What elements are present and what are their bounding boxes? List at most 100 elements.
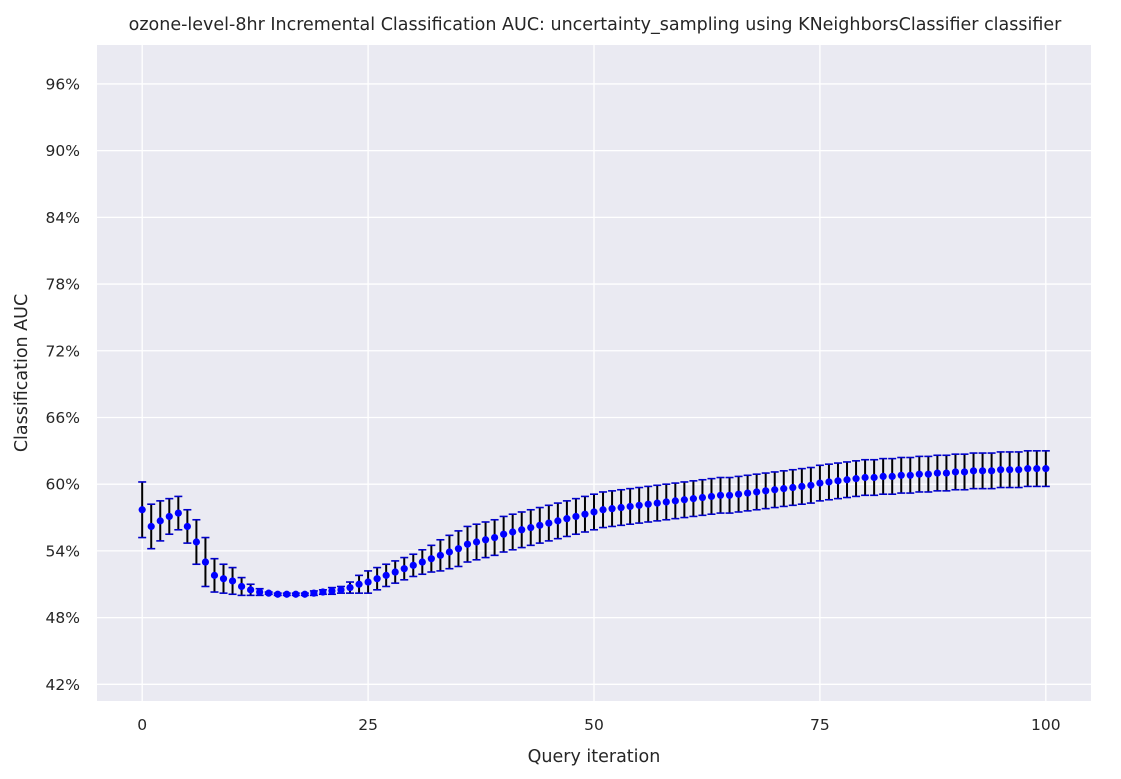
data-point	[210, 571, 219, 579]
y-tick-label: 90%	[46, 142, 80, 160]
data-point	[219, 575, 228, 583]
data-point	[653, 499, 661, 507]
data-point	[138, 506, 146, 514]
data-point	[698, 493, 707, 502]
data-point	[951, 468, 960, 476]
data-point	[192, 538, 200, 546]
y-tick-label: 78%	[46, 276, 80, 294]
data-point	[373, 575, 381, 583]
y-tick-label: 84%	[46, 209, 80, 227]
data-point	[852, 475, 860, 483]
data-point	[228, 577, 237, 585]
x-tick-label: 50	[584, 716, 604, 734]
data-point	[734, 490, 743, 498]
data-point	[816, 479, 824, 487]
data-point	[780, 485, 788, 493]
y-tick-label: 72%	[46, 342, 80, 360]
data-point	[509, 528, 517, 536]
data-point	[762, 487, 770, 495]
x-tick-label: 0	[137, 716, 147, 734]
data-point	[500, 530, 508, 538]
data-point	[644, 500, 652, 508]
data-point	[997, 466, 1005, 474]
data-point	[680, 496, 688, 504]
data-point	[617, 503, 625, 512]
x-axis-ticks: 0 25 50 75 100	[137, 716, 1060, 734]
data-point	[237, 582, 246, 591]
data-point	[427, 555, 435, 563]
data-point	[1033, 465, 1041, 473]
data-point	[744, 489, 752, 497]
data-point	[283, 590, 291, 598]
data-points	[138, 465, 1050, 598]
data-point	[310, 589, 318, 597]
data-point	[933, 469, 941, 477]
data-point	[400, 565, 408, 573]
data-point	[599, 506, 607, 514]
data-point	[554, 517, 562, 525]
x-tick-label: 100	[1031, 716, 1061, 734]
data-point	[870, 473, 878, 482]
data-point	[771, 486, 779, 494]
data-point	[491, 533, 499, 542]
data-point	[1015, 466, 1023, 474]
data-point	[319, 588, 327, 596]
y-tick-label: 48%	[46, 609, 80, 627]
data-point	[608, 505, 616, 513]
y-tick-label: 54%	[46, 542, 80, 560]
chart-title: ozone-level-8hr Incremental Classificati…	[129, 15, 1063, 35]
data-point	[346, 583, 354, 592]
data-point	[418, 558, 426, 566]
data-point	[689, 495, 698, 503]
data-point	[960, 468, 969, 476]
data-point	[572, 512, 580, 521]
y-tick-label: 66%	[46, 409, 80, 427]
x-tick-label: 25	[358, 716, 378, 734]
data-point	[454, 545, 463, 553]
data-point	[545, 519, 553, 527]
data-point	[581, 510, 589, 518]
data-point	[147, 522, 155, 531]
data-point	[1042, 465, 1050, 473]
data-point	[563, 515, 571, 523]
data-point	[445, 548, 454, 556]
data-point	[481, 536, 490, 544]
data-point	[1024, 465, 1032, 473]
data-point	[337, 586, 345, 594]
data-point	[301, 590, 309, 598]
data-point	[626, 502, 634, 511]
data-point	[942, 469, 951, 477]
data-point	[753, 488, 761, 496]
data-point	[716, 491, 725, 499]
data-point	[355, 580, 363, 588]
data-point	[183, 522, 191, 531]
data-point	[807, 481, 815, 489]
data-point	[897, 471, 905, 479]
data-point	[662, 498, 670, 506]
data-point	[536, 521, 544, 529]
data-point	[391, 568, 399, 576]
data-point	[915, 470, 923, 478]
data-point	[256, 588, 264, 596]
data-point	[328, 587, 336, 595]
data-point	[988, 467, 996, 475]
data-point	[518, 526, 526, 534]
data-point	[671, 497, 679, 505]
data-point	[247, 586, 255, 594]
data-point	[861, 473, 869, 482]
y-axis-ticks: 42% 48% 54% 60% 66% 72% 78% 84% 90% 96%	[46, 75, 80, 693]
x-axis-label: Query iteration	[528, 747, 661, 767]
data-point	[635, 501, 643, 509]
data-point	[527, 523, 535, 532]
data-point	[843, 476, 851, 484]
data-point	[409, 561, 417, 569]
data-point	[156, 517, 164, 525]
data-point	[888, 472, 896, 481]
data-point	[725, 491, 734, 499]
y-tick-label: 60%	[46, 476, 80, 494]
data-point	[165, 512, 173, 521]
data-point	[274, 590, 282, 598]
data-point	[174, 509, 182, 517]
y-tick-label: 96%	[46, 75, 80, 93]
